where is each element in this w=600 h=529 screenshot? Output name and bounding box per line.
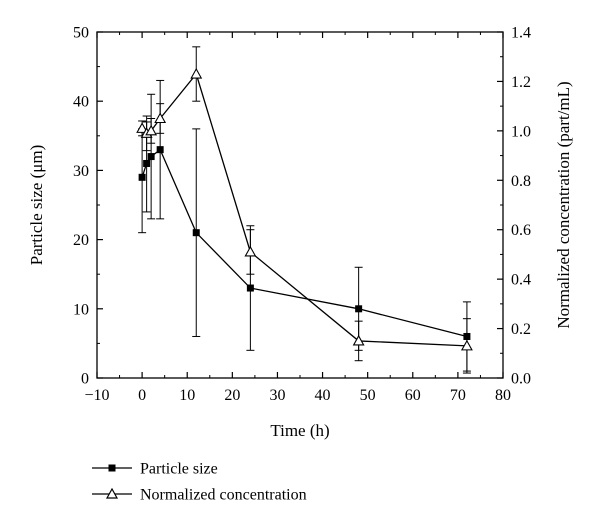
x-tick-label: 0 [138, 387, 146, 404]
x-tick-label: 20 [224, 387, 240, 404]
data-point-normalized-concentration [190, 67, 203, 79]
y-left-tick-label: 0 [81, 371, 89, 388]
data-point-normalized-concentration [145, 124, 158, 136]
y-axis-left-label: Particle size (μm) [27, 145, 46, 266]
y-left-tick-label: 20 [73, 232, 89, 249]
axis-ticks [96, 31, 504, 379]
data-point-normalized-concentration [352, 334, 365, 346]
data-point-particle-size [246, 284, 254, 292]
y-left-tick-label: 10 [73, 301, 89, 318]
plot-frame [96, 31, 504, 379]
data-point-particle-size [138, 173, 146, 181]
x-tick-label: 40 [315, 387, 331, 404]
y-right-tick-label: 0.6 [511, 222, 531, 239]
x-tick-label: 80 [495, 387, 511, 404]
data-point-normalized-concentration [244, 245, 257, 257]
series-lines [141, 72, 468, 347]
x-tick-label: 70 [450, 387, 466, 404]
y-left-tick-label: 40 [73, 94, 89, 111]
legend-item-normalized-concentration: Normalized concentration [92, 487, 307, 504]
x-tick-label: 60 [405, 387, 421, 404]
x-tick-label: 50 [360, 387, 376, 404]
series-line-particle-size [141, 148, 468, 338]
data-point-normalized-concentration [154, 112, 167, 124]
series-line-normalized-concentration [141, 72, 467, 347]
y-right-tick-label: 0.0 [511, 371, 531, 388]
x-tick-label: −10 [84, 387, 109, 404]
y-axis-right-label: Normalized concentration (part/mL) [554, 81, 573, 328]
legend: Particle size Normalized concentration [92, 461, 307, 504]
data-point-particle-size [355, 305, 363, 313]
data-point-particle-size [143, 159, 151, 167]
x-tick-label: 10 [179, 387, 195, 404]
y-right-tick-label: 1.2 [511, 74, 531, 91]
y-right-tick-label: 0.4 [511, 272, 531, 289]
legend-marker-normalized-concentration [105, 487, 119, 499]
data-point-particle-size [156, 146, 164, 154]
legend-label-particle-size: Particle size [140, 461, 218, 478]
data-point-particle-size [147, 153, 155, 161]
legend-label-normalized-concentration: Normalized concentration [140, 487, 307, 504]
tick-labels: −10 0 10 20 30 40 50 60 70 80010203040500.00.20.4… [73, 25, 531, 405]
y-right-tick-label: 0.2 [511, 321, 531, 338]
y-right-tick-label: 1.4 [511, 25, 531, 42]
series-markers [136, 67, 473, 351]
y-left-tick-label: 30 [73, 163, 89, 180]
data-point-normalized-concentration [460, 339, 473, 351]
data-point-normalized-concentration [136, 122, 149, 133]
legend-item-particle-size: Particle size [92, 461, 218, 478]
legend-marker-particle-size [108, 464, 116, 472]
data-point-particle-size [192, 229, 200, 237]
x-tick-label: 30 [269, 387, 285, 404]
y-left-tick-label: 50 [73, 25, 89, 42]
y-right-tick-label: 1.0 [511, 123, 531, 140]
x-axis-label: Time (h) [270, 421, 329, 440]
y-right-tick-label: 0.8 [511, 173, 531, 190]
data-point-particle-size [463, 332, 471, 340]
